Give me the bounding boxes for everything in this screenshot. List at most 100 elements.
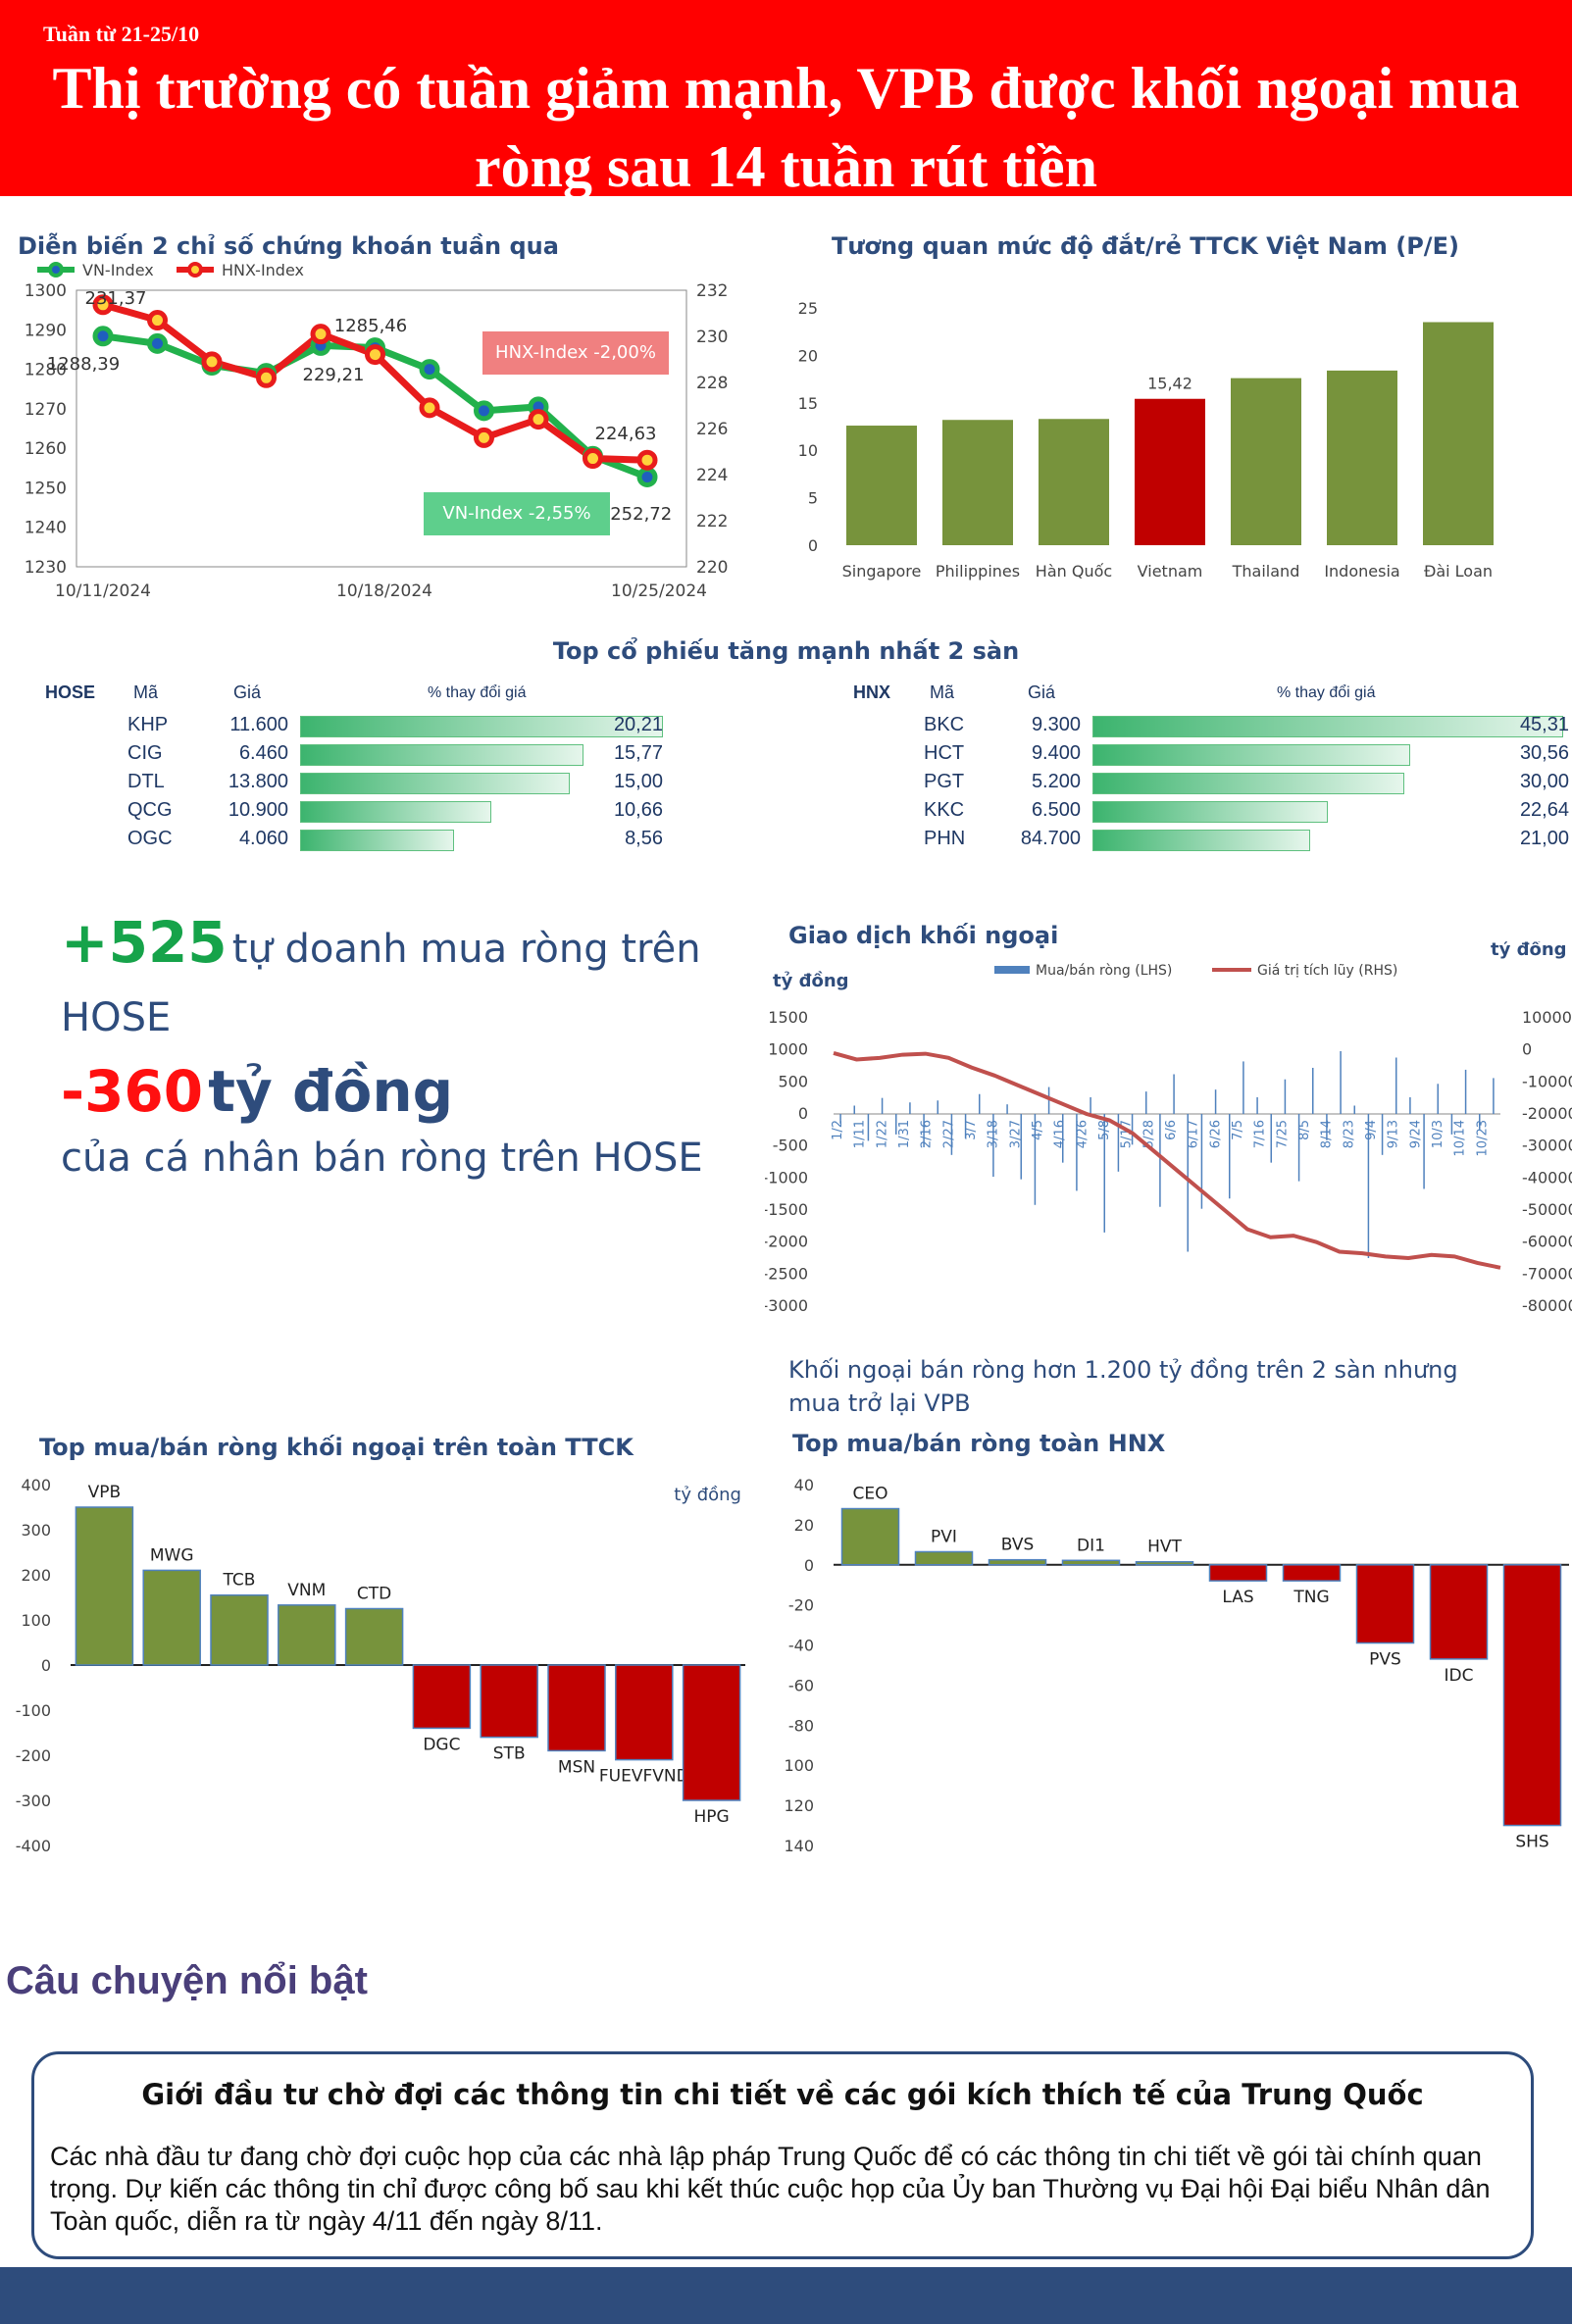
y-left-title: tỷ đồng (773, 971, 849, 991)
stock-price: 9.400 (1031, 742, 1081, 764)
y-left-tick: 1230 (25, 558, 67, 578)
footer-bar (0, 2267, 1572, 2324)
category-label: DGC (423, 1735, 460, 1754)
story-heading: Câu chuyện nổi bật (6, 1959, 368, 2002)
legend-bar-label: Mua/bán ròng (LHS) (1036, 963, 1172, 979)
change-value: 8,56 (625, 828, 663, 849)
category-label: MSN (558, 1757, 595, 1777)
y-tick: 20 (798, 346, 818, 365)
x-tick: 8/23 (1342, 1120, 1356, 1148)
net-bar (1429, 1564, 1489, 1660)
x-tick: 9/13 (1387, 1120, 1401, 1148)
change-bar (300, 716, 663, 737)
vn-point (474, 400, 494, 422)
y-tick: 0 (41, 1656, 51, 1675)
net-bar (1061, 1559, 1121, 1566)
category-label: HVT (1147, 1538, 1182, 1557)
y-right-tick: 226 (696, 420, 728, 439)
legend-hnx-marker (187, 262, 203, 278)
y-right-tick: -80000 (1522, 1296, 1572, 1315)
y-tick: -120 (785, 1796, 814, 1815)
y-left-tick: 1250 (25, 479, 67, 498)
net-bar (480, 1664, 538, 1739)
x-tick: 1/22 (875, 1120, 889, 1148)
stock-price: 84.700 (1020, 828, 1081, 849)
table-row: QCG 10.900 10,66 (0, 799, 745, 825)
pe-bar (1423, 322, 1494, 545)
hose-gainers-table: HOSE Mã Giá % thay đổi giá KHP 11.600 20,2… (0, 681, 745, 857)
y-tick: 10 (798, 441, 818, 460)
net-bar (840, 1507, 900, 1566)
net-bar (1208, 1564, 1268, 1582)
hnx-point (365, 344, 385, 366)
category-label: BVS (1001, 1536, 1035, 1555)
pe-chart-title: Tương quan mức độ đắt/rẻ TTCK Việt Nam (… (832, 232, 1459, 260)
x-tick: 2/27 (941, 1120, 956, 1148)
x-tick: 6/6 (1164, 1120, 1179, 1140)
pe-bar (846, 426, 917, 545)
category-label: Philippines (936, 562, 1020, 581)
vn-point (419, 359, 440, 380)
net-bar (1282, 1564, 1342, 1582)
y-left-tick: -1500 (765, 1200, 808, 1219)
data-label: 1252,72 (599, 504, 672, 525)
net-bar (1355, 1564, 1415, 1644)
y-right-tick: -40000 (1522, 1168, 1572, 1187)
table-row: CIG 6.460 15,77 (0, 742, 745, 768)
net-bar (412, 1664, 472, 1730)
y-tick: -200 (16, 1746, 51, 1765)
legend-vn-label: VN-Index (82, 261, 154, 279)
x-tick: 4/16 (1053, 1120, 1068, 1148)
table-row: KKC 6.500 22,64 (804, 799, 1572, 825)
change-value: 30,56 (1519, 742, 1569, 764)
category-label: TCB (223, 1571, 256, 1591)
y-tick: -100 (16, 1701, 51, 1720)
net-bar (615, 1664, 674, 1761)
x-tick: 1/31 (897, 1120, 912, 1148)
x-tick: 10/14 (1453, 1120, 1468, 1156)
table-row: OGC 4.060 8,56 (0, 828, 745, 853)
y-left-tick: 1260 (25, 439, 67, 459)
net-bar (547, 1664, 606, 1752)
x-tick: 3/18 (987, 1120, 1001, 1148)
header-banner (0, 0, 1572, 196)
col-change-header: % thay đổi giá (428, 684, 527, 701)
y-tick: -60 (788, 1676, 814, 1694)
change-bar (1092, 744, 1410, 766)
individual-stat: -360 tỷ đồng (61, 1057, 453, 1140)
stock-code: PGT (924, 771, 965, 792)
y-right-tick: -20000 (1522, 1104, 1572, 1123)
y-tick: -300 (16, 1792, 51, 1810)
y-tick: 0 (808, 536, 818, 555)
story-box: Giới đầu tư chờ đợi các thông tin chi ti… (31, 2051, 1534, 2259)
change-bar (1092, 830, 1310, 851)
x-tick: 6/17 (1187, 1120, 1201, 1148)
stock-code: DTL (127, 771, 165, 792)
y-tick: 25 (798, 299, 818, 318)
change-value: 20,21 (613, 714, 663, 735)
x-tick: 10/23 (1475, 1120, 1490, 1156)
story-title: Giới đầu tư chờ đợi các thông tin chi ti… (141, 2078, 1424, 2111)
individual-unit: tỷ đồng (208, 1058, 454, 1125)
net-bar (344, 1607, 404, 1666)
category-label: Singapore (842, 562, 922, 581)
y-right-tick: 232 (696, 281, 728, 301)
x-tick: 10/18/2024 (336, 581, 432, 601)
x-tick: 9/24 (1408, 1120, 1423, 1148)
vn-point (92, 326, 114, 347)
y-left-tick: -2500 (765, 1264, 808, 1283)
pe-bar (1327, 370, 1397, 545)
data-label: 1285,46 (334, 316, 407, 336)
hnx-top-bar-chart: 40 20 0 -20 -40 -60 -80 -100 -120 -140 CEO PVI BVS DI… (785, 1476, 1569, 1855)
stock-price: 6.460 (238, 742, 288, 764)
change-value: 45,31 (1519, 714, 1569, 735)
stock-price: 9.300 (1031, 714, 1081, 735)
y-right-tick: 10000 (1522, 1008, 1572, 1027)
hnx-point (92, 294, 114, 316)
y-left-tick: 1270 (25, 400, 67, 420)
hnx-point (474, 427, 494, 448)
x-tick: 5/8 (1097, 1120, 1112, 1140)
stock-code: BKC (924, 714, 965, 735)
pe-bar (1135, 398, 1205, 545)
category-label: PVS (1369, 1650, 1401, 1670)
